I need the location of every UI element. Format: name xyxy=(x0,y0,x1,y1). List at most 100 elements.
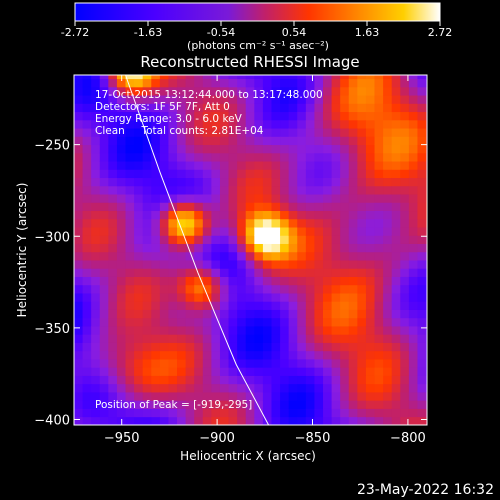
heatmap-cell xyxy=(254,400,264,409)
heatmap-cell xyxy=(383,202,393,212)
heatmap-cell xyxy=(383,284,393,294)
heatmap-cell xyxy=(125,383,135,393)
heatmap-cell xyxy=(331,301,341,310)
heatmap-cell xyxy=(74,194,83,203)
heatmap-cell xyxy=(194,383,204,393)
heatmap-cell xyxy=(417,301,427,310)
heatmap-cell xyxy=(177,342,187,352)
heatmap-cell xyxy=(400,86,410,96)
heatmap-cell xyxy=(99,383,109,393)
heatmap-cell xyxy=(391,342,401,352)
heatmap-cell xyxy=(194,185,204,195)
heatmap-cell xyxy=(228,218,238,228)
heatmap-cell xyxy=(365,177,375,187)
heatmap-cell xyxy=(82,367,92,376)
heatmap-cell xyxy=(125,136,135,146)
heatmap-cell xyxy=(91,342,101,352)
heatmap-cell xyxy=(288,350,298,360)
heatmap-cell xyxy=(365,367,375,376)
heatmap-cell xyxy=(357,334,367,343)
heatmap-cell xyxy=(99,227,109,236)
heatmap-cell xyxy=(280,169,290,179)
heatmap-cell xyxy=(219,177,229,187)
heatmap-cell xyxy=(271,293,281,302)
heatmap-cell xyxy=(288,161,298,170)
heatmap-cell xyxy=(400,128,410,137)
heatmap-cell xyxy=(288,309,298,319)
heatmap-cell xyxy=(99,350,109,360)
heatmap-cell xyxy=(271,119,281,129)
heatmap-cell xyxy=(168,111,178,121)
heatmap-cell xyxy=(151,309,161,319)
heatmap-cell xyxy=(159,350,169,360)
heatmap-cell xyxy=(271,103,281,113)
heatmap-cell xyxy=(219,78,229,88)
heatmap-cell xyxy=(108,342,118,352)
heatmap-cell xyxy=(116,86,126,96)
heatmap-cell xyxy=(202,375,212,385)
heatmap-cell xyxy=(288,136,298,146)
heatmap-cell xyxy=(348,326,358,335)
heatmap-cell xyxy=(151,161,161,170)
heatmap-cell xyxy=(417,326,427,335)
heatmap-cell xyxy=(348,334,358,343)
heatmap-cell xyxy=(151,86,161,96)
heatmap-cell xyxy=(305,317,315,327)
heatmap-cell xyxy=(374,227,384,236)
heatmap-cell xyxy=(280,243,290,253)
heatmap-cell xyxy=(177,103,187,113)
heatmap-cell xyxy=(348,210,358,220)
heatmap-cell xyxy=(142,350,152,360)
heatmap-cell xyxy=(348,367,358,376)
heatmap-cell xyxy=(142,177,152,187)
heatmap-cell xyxy=(228,177,238,187)
heatmap-cell xyxy=(177,144,187,154)
heatmap-cell xyxy=(357,161,367,170)
heatmap-cell xyxy=(91,400,101,409)
heatmap-cell xyxy=(400,95,410,104)
heatmap-cell xyxy=(323,317,332,327)
heatmap-cell xyxy=(305,284,315,294)
heatmap-cell xyxy=(159,235,169,244)
heatmap-cell xyxy=(288,78,298,88)
heatmap-cell xyxy=(237,276,247,286)
heatmap-cell xyxy=(151,119,161,129)
heatmap-cell xyxy=(323,375,332,385)
heatmap-cell xyxy=(177,293,187,302)
heatmap-cell xyxy=(262,400,272,409)
heatmap-cell xyxy=(219,309,229,319)
heatmap-cell xyxy=(271,408,281,418)
heatmap-cell xyxy=(280,75,290,80)
heatmap-cell xyxy=(91,75,101,80)
heatmap-cell xyxy=(108,136,118,146)
heatmap-cell xyxy=(374,284,384,294)
heatmap-cell xyxy=(116,194,126,203)
heatmap-cell xyxy=(254,136,264,146)
heatmap-cell xyxy=(202,111,212,121)
heatmap-cell xyxy=(125,309,135,319)
heatmap-cell xyxy=(108,326,118,335)
heatmap-cell xyxy=(340,342,350,352)
heatmap-cell xyxy=(383,334,393,343)
heatmap-cell xyxy=(245,136,255,146)
heatmap-cell xyxy=(417,218,427,228)
heatmap-cell xyxy=(340,359,350,368)
heatmap-cell xyxy=(357,95,367,104)
heatmap-cell xyxy=(99,194,109,203)
heatmap-cell xyxy=(383,375,393,385)
heatmap-cell xyxy=(194,161,204,170)
heatmap-cell xyxy=(314,161,324,170)
heatmap-cell xyxy=(168,284,178,294)
heatmap-cell xyxy=(280,202,290,212)
heatmap-cell xyxy=(125,119,135,129)
heatmap-cell xyxy=(202,218,212,228)
heatmap-cell xyxy=(288,400,298,409)
heatmap-cell xyxy=(194,293,204,302)
heatmap-cell xyxy=(365,251,375,261)
heatmap-cell xyxy=(323,260,332,269)
heatmap-cell xyxy=(116,119,126,129)
heatmap-cell xyxy=(202,276,212,286)
plot-frame xyxy=(73,74,428,426)
heatmap-cell xyxy=(108,301,118,310)
heatmap-cell xyxy=(168,326,178,335)
